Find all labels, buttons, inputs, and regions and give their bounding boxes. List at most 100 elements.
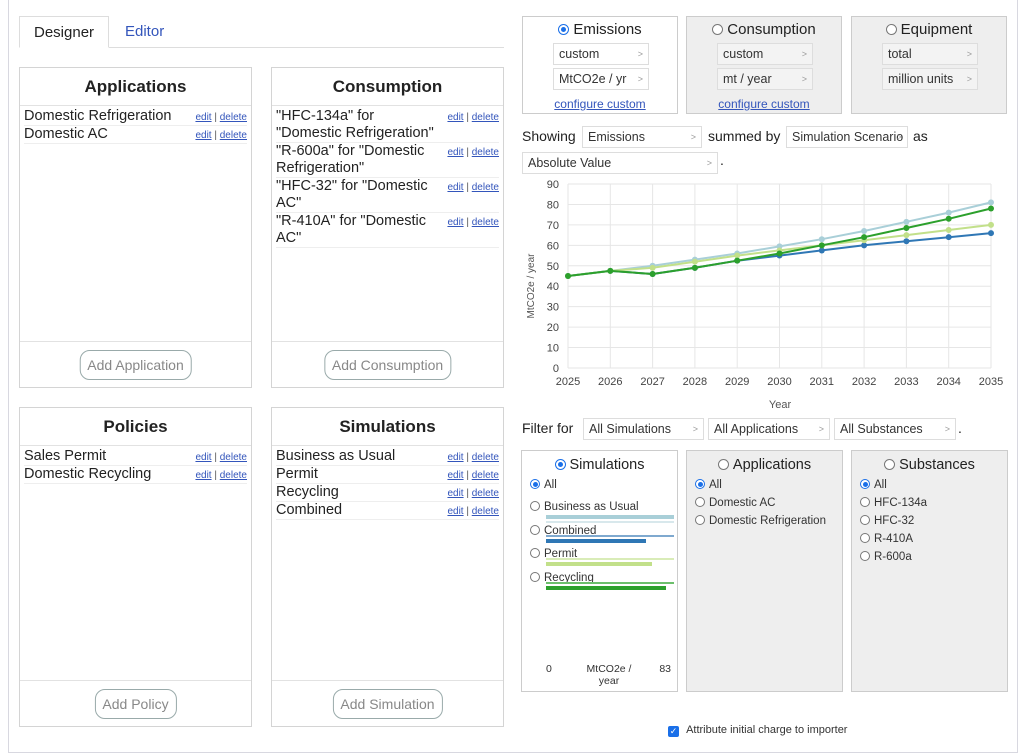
simulations-filter-radio[interactable]: Simulations — [522, 457, 677, 473]
radio-unselected-icon[interactable] — [885, 24, 897, 35]
scale-min: 0 — [546, 663, 552, 675]
filter-option-r-600a[interactable]: R-600a — [860, 551, 912, 563]
y-axis-ticks: 0 10 20 30 40 50 60 70 80 90 — [547, 179, 559, 375]
filter-option-all[interactable]: All — [860, 479, 887, 491]
filter-substances-select[interactable]: All Substances > — [834, 418, 956, 440]
edit-link[interactable]: edit — [195, 130, 212, 141]
edit-link[interactable]: edit — [447, 112, 464, 123]
showing-label: Showing — [522, 128, 576, 144]
consumption-radio-option[interactable]: Consumption — [687, 21, 841, 38]
delete-link[interactable]: delete — [219, 112, 247, 123]
edit-link[interactable]: edit — [447, 488, 464, 499]
delete-link[interactable]: delete — [471, 112, 499, 123]
radio-unselected-icon[interactable] — [884, 459, 896, 470]
applications-filter-radio[interactable]: Applications — [687, 457, 842, 473]
attribute-importer-option[interactable]: ✓ Attribute initial charge to importer — [668, 724, 847, 737]
delete-link[interactable]: delete — [471, 217, 499, 228]
delete-link[interactable]: delete — [219, 470, 247, 481]
filter-option-domestic-refrigeration[interactable]: Domestic Refrigeration — [695, 515, 826, 527]
y-tick-label: 70 — [547, 220, 559, 232]
list-item: "R-600a" for "Domestic Refrigeration" ed… — [276, 143, 499, 178]
add-consumption-button[interactable]: Add Consumption — [323, 350, 452, 380]
combined-value-bar — [546, 539, 646, 543]
group-by-select[interactable]: Simulation Scenario > — [786, 126, 908, 148]
x-tick-label: 2029 — [725, 376, 749, 388]
x-tick-label: 2030 — [767, 376, 791, 388]
radio-selected-icon — [860, 479, 870, 489]
filter-option-hfc-134a[interactable]: HFC-134a — [860, 497, 927, 509]
edit-link[interactable]: edit — [195, 452, 212, 463]
radio-selected-icon[interactable] — [554, 459, 566, 470]
emissions-radio-option[interactable]: Emissions — [523, 21, 677, 38]
edit-link[interactable]: edit — [195, 470, 212, 481]
tab-editor[interactable]: Editor — [125, 23, 165, 40]
delete-link[interactable]: delete — [471, 470, 499, 481]
radio-unselected-icon[interactable] — [717, 459, 729, 470]
edit-link[interactable]: edit — [447, 182, 464, 193]
simulation-label: Permit — [276, 466, 318, 482]
add-policy-button[interactable]: Add Policy — [94, 689, 177, 719]
summed-by-label: summed by — [708, 128, 781, 144]
configure-custom-link[interactable]: configure custom — [718, 97, 810, 111]
delete-link[interactable]: delete — [471, 506, 499, 517]
applications-filter-title: Applications — [732, 457, 812, 473]
radio-unselected-icon[interactable] — [712, 24, 724, 35]
simulations-filter-title: Simulations — [569, 457, 645, 473]
y-tick-label: 80 — [547, 199, 559, 211]
consumption-label: "R-600a" for "Domestic Refrigeration" — [276, 143, 425, 176]
filter-option-bau[interactable]: Business as Usual — [530, 501, 639, 513]
x-tick-label: 2033 — [894, 376, 918, 388]
delete-link[interactable]: delete — [219, 130, 247, 141]
configure-custom-link[interactable]: configure custom — [554, 97, 646, 111]
equipment-type-select[interactable]: total > — [882, 43, 978, 65]
edit-link[interactable]: edit — [447, 147, 464, 158]
delete-link[interactable]: delete — [471, 452, 499, 463]
data-point — [988, 230, 994, 237]
delete-link[interactable]: delete — [219, 452, 247, 463]
period-text: . — [720, 152, 724, 168]
emissions-unit-select[interactable]: MtCO2e / yr > — [553, 68, 649, 90]
x-axis-label: Year — [769, 399, 792, 411]
consumption-label: "R-410A" for "Domestic AC" — [276, 213, 427, 246]
filter-option-hfc-32[interactable]: HFC-32 — [860, 515, 914, 527]
consumption-type-select[interactable]: custom > — [717, 43, 813, 65]
radio-selected-icon[interactable] — [558, 24, 570, 35]
filter-option-domestic-ac[interactable]: Domestic AC — [695, 497, 775, 509]
filter-option-combined[interactable]: Combined — [530, 525, 596, 537]
filter-option-all[interactable]: All — [530, 479, 557, 491]
edit-link[interactable]: edit — [447, 217, 464, 228]
equipment-unit-select[interactable]: million units > — [882, 68, 978, 90]
data-point — [988, 205, 994, 212]
filter-option-recycling[interactable]: Recycling — [530, 572, 594, 584]
add-application-button[interactable]: Add Application — [79, 350, 192, 380]
policy-label: Sales Permit — [24, 448, 107, 464]
y-tick-label: 40 — [547, 281, 559, 293]
filter-simulations-select[interactable]: All Simulations > — [583, 418, 704, 440]
filter-option-r-410a[interactable]: R-410A — [860, 533, 913, 545]
filter-applications-select[interactable]: All Applications > — [708, 418, 830, 440]
filter-option-permit[interactable]: Permit — [530, 548, 577, 560]
edit-link[interactable]: edit — [447, 470, 464, 481]
permit-value-bar — [546, 562, 652, 566]
emissions-type-select[interactable]: custom > — [553, 43, 649, 65]
equipment-radio-option[interactable]: Equipment — [852, 21, 1006, 38]
edit-link[interactable]: edit — [447, 452, 464, 463]
value-mode-select[interactable]: Absolute Value > — [522, 152, 718, 174]
edit-link[interactable]: edit — [195, 112, 212, 123]
showing-metric-select[interactable]: Emissions > — [582, 126, 702, 148]
delete-link[interactable]: delete — [471, 488, 499, 499]
consumption-unit-select[interactable]: mt / year > — [717, 68, 813, 90]
checkbox-checked-icon[interactable]: ✓ — [668, 726, 679, 737]
filter-option-all[interactable]: All — [695, 479, 722, 491]
radio-unselected-icon — [695, 497, 705, 507]
tab-designer[interactable]: Designer — [19, 16, 110, 48]
delete-link[interactable]: delete — [471, 147, 499, 158]
simulations-title: Simulations — [272, 408, 503, 446]
substances-filter-radio[interactable]: Substances — [852, 457, 1007, 473]
policies-list: Sales Permit edit | delete Domestic Recy… — [24, 448, 247, 484]
recycling-value-bar — [546, 586, 666, 590]
delete-link[interactable]: delete — [471, 182, 499, 193]
edit-link[interactable]: edit — [447, 506, 464, 517]
radio-unselected-icon — [530, 525, 540, 535]
add-simulation-button[interactable]: Add Simulation — [332, 689, 443, 719]
